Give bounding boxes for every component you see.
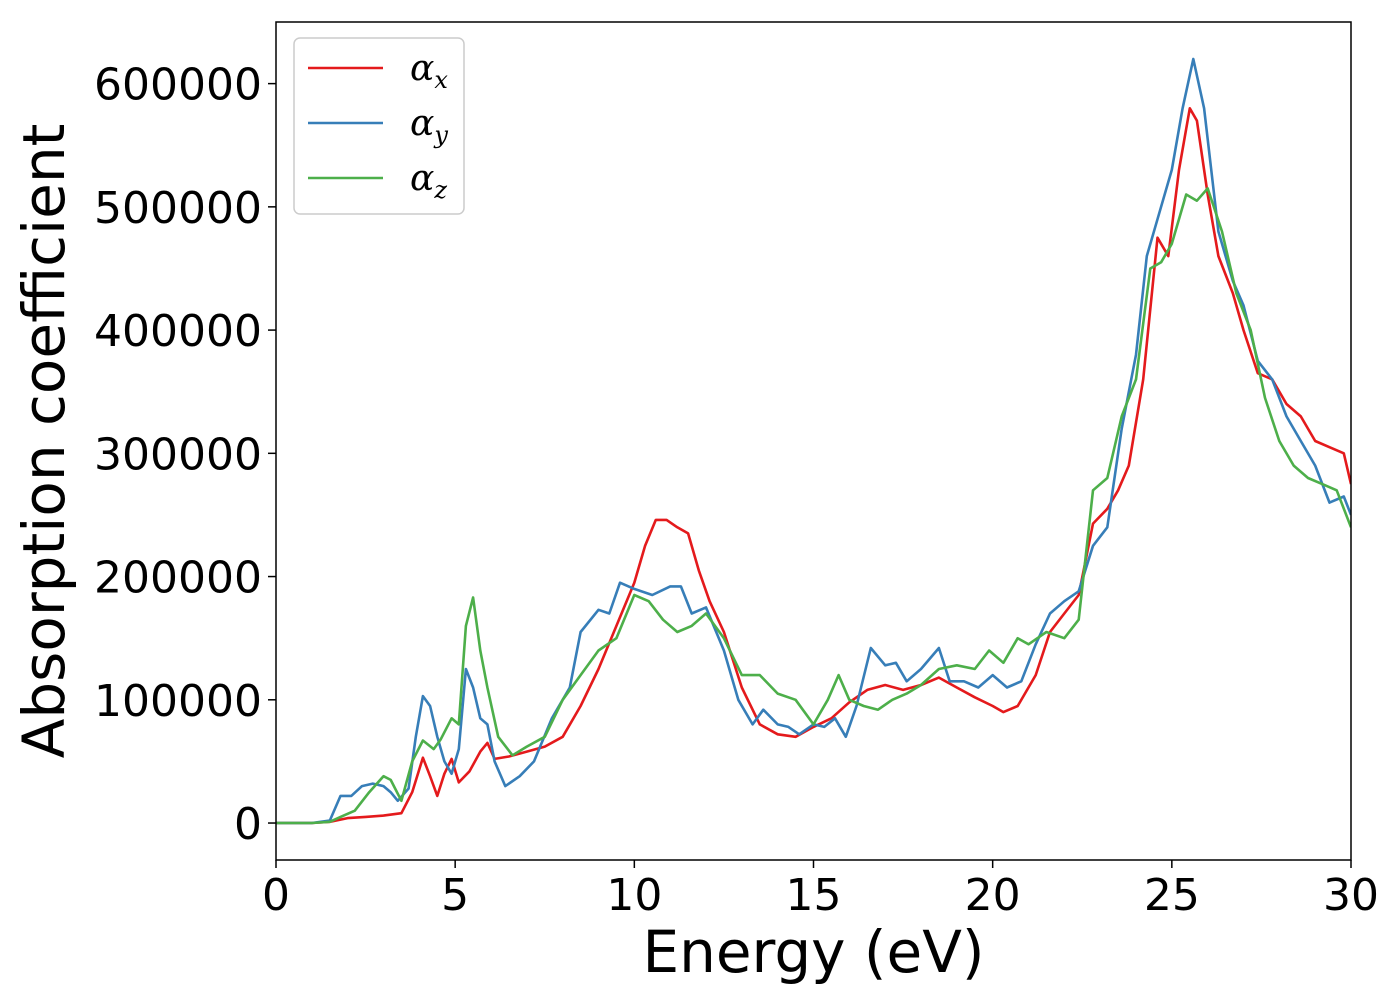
x-tick-label: 15 [786, 870, 842, 921]
y-axis-title: Absorption coefficient [10, 124, 78, 759]
x-tick-label: 0 [262, 870, 290, 921]
y-tick-label: 600000 [94, 60, 262, 111]
x-tick-label: 25 [1144, 870, 1200, 921]
x-tick-label: 30 [1323, 870, 1379, 921]
series-line-z [276, 187, 1351, 825]
y-tick-label: 0 [234, 799, 262, 850]
legend-box [293, 37, 465, 215]
series-line-x [276, 107, 1351, 825]
x-tick-label: 5 [441, 870, 469, 921]
legend-label-x: αx [410, 48, 448, 94]
y-tick-label: 500000 [94, 183, 262, 234]
legend-label-y: αy [410, 103, 448, 149]
y-tick-label: 200000 [94, 553, 262, 604]
x-tick-label: 20 [965, 870, 1021, 921]
y-tick-label: 400000 [94, 306, 262, 357]
series-line-y [276, 57, 1351, 825]
y-tick-label: 300000 [94, 429, 262, 480]
y-axis: 0 100000 200000 300000 400000 500000 600000 [94, 60, 276, 850]
legend-label-z: αz [410, 158, 447, 204]
y-tick-label: 100000 [94, 676, 262, 727]
x-axis: 0 5 10 15 20 25 30 [262, 860, 1379, 921]
x-tick-label: 10 [606, 870, 662, 921]
series-layer [276, 57, 1351, 825]
x-axis-title: Energy (eV) [642, 918, 984, 986]
legend: αx αy αz [293, 37, 465, 215]
